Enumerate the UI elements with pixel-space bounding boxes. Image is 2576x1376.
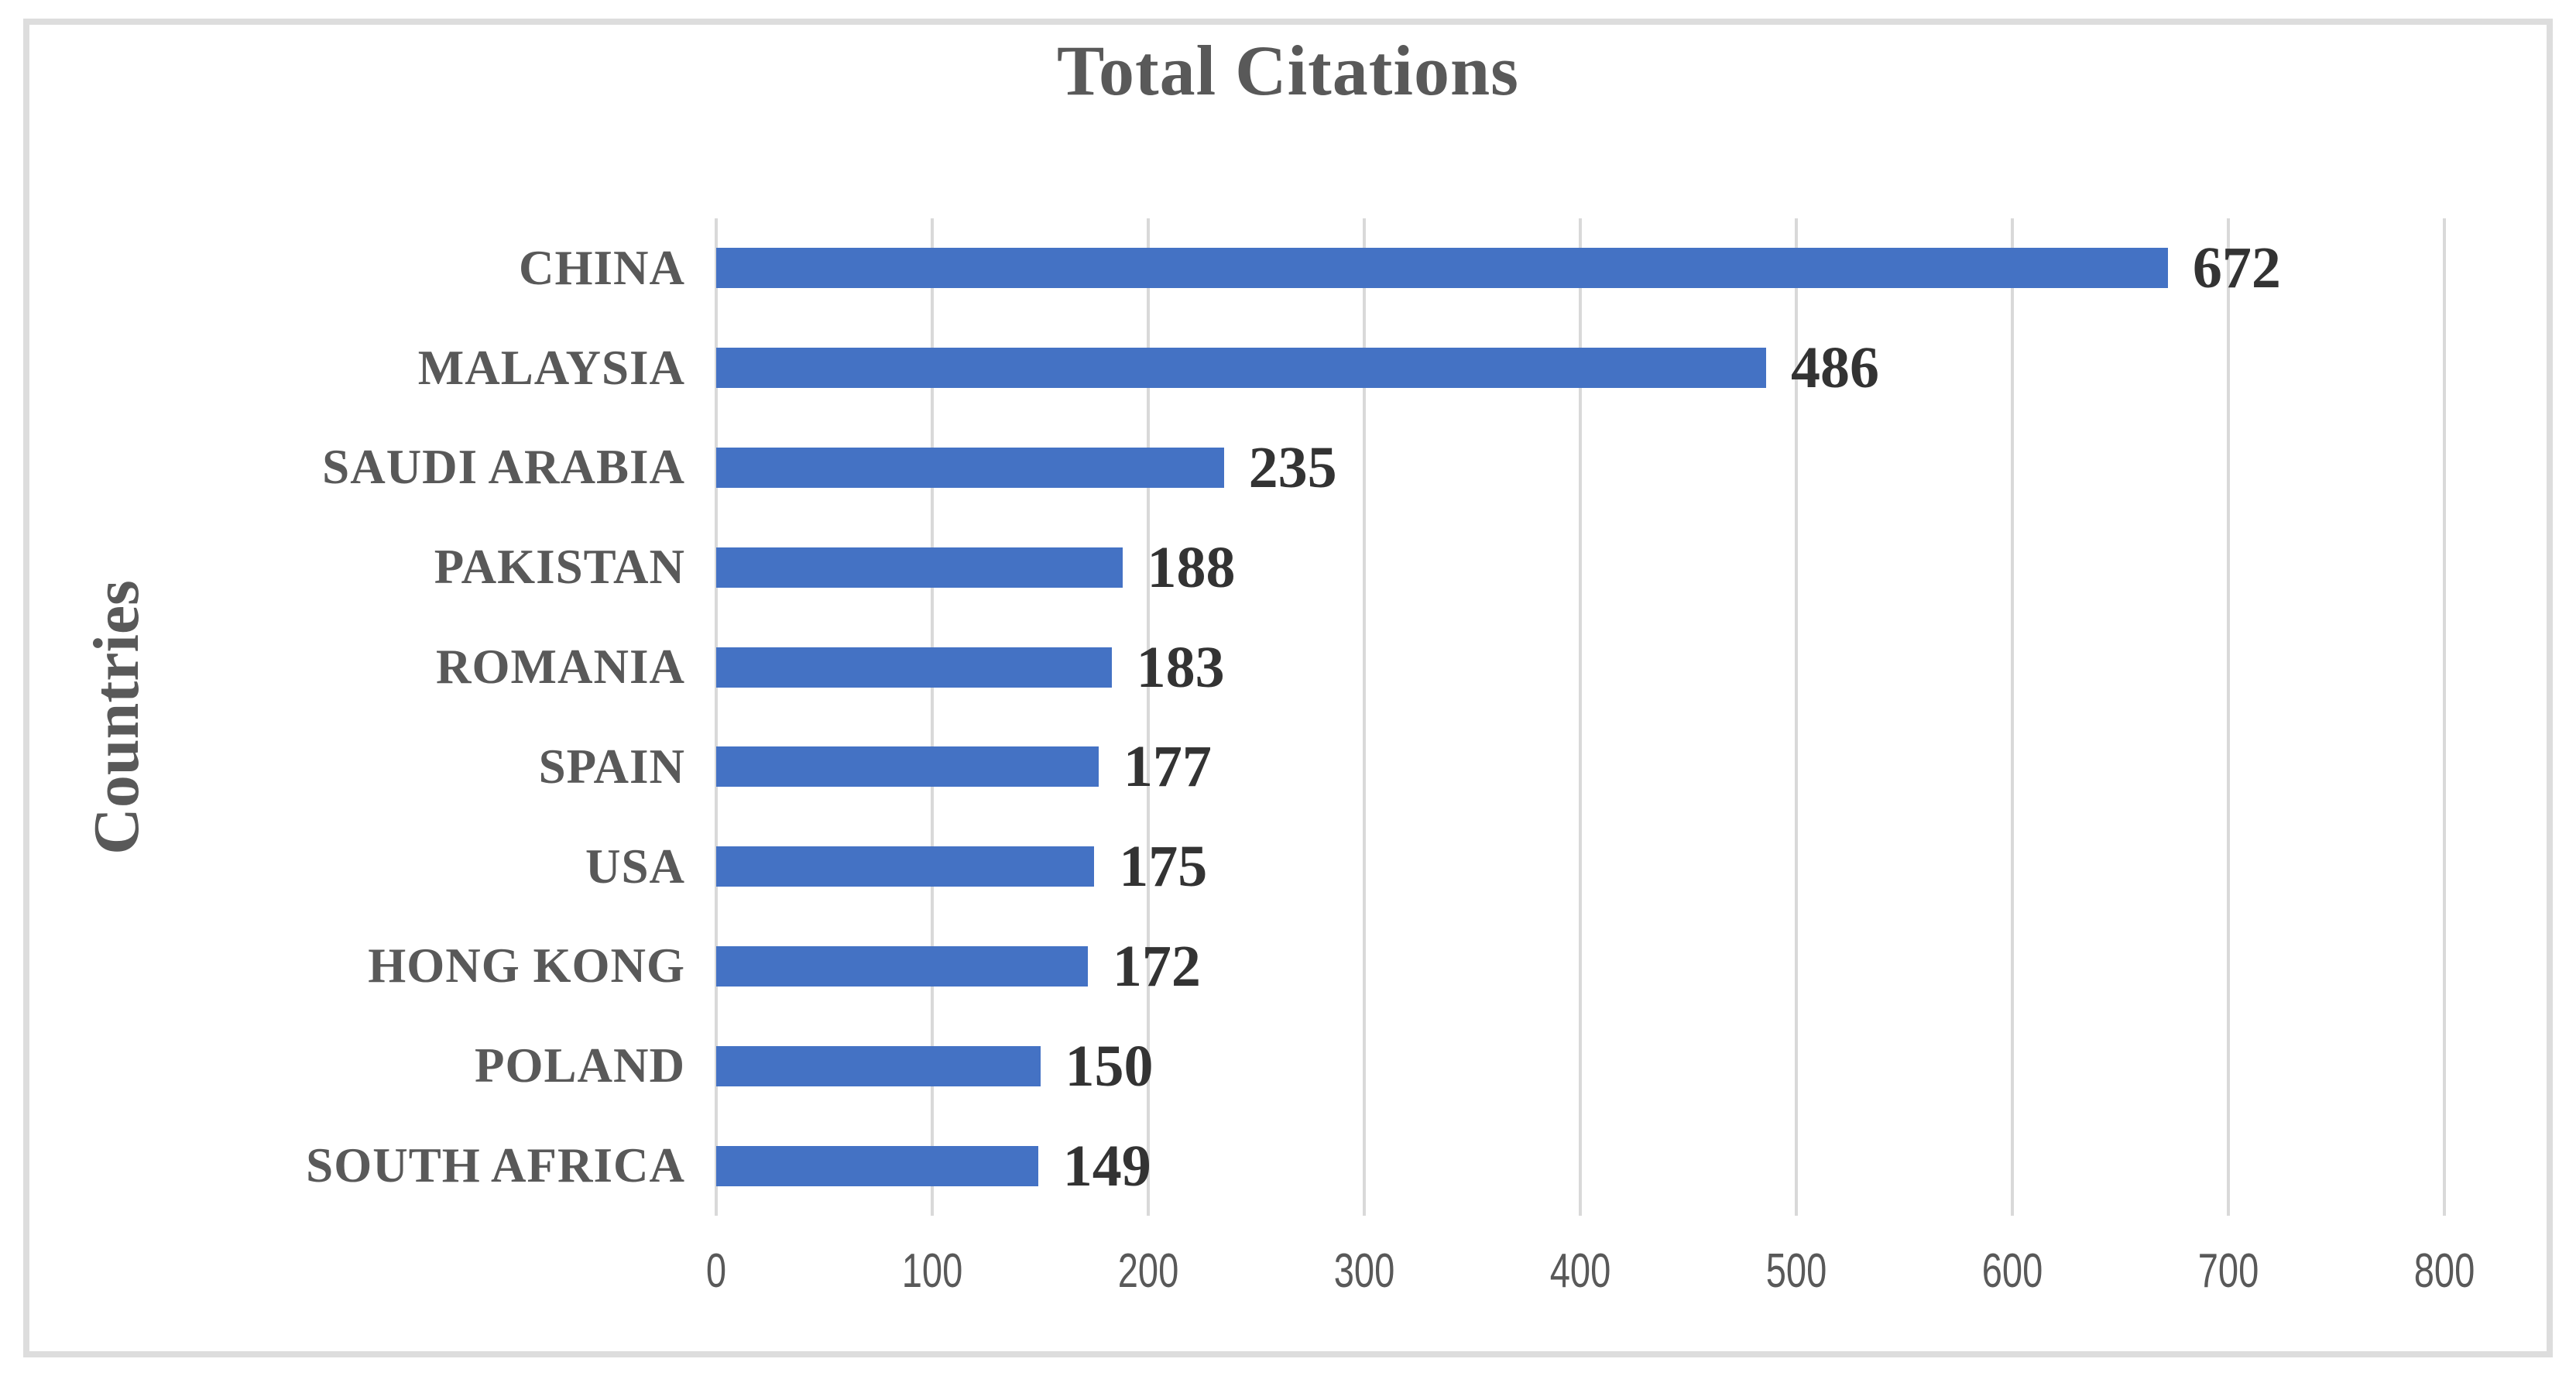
bar-row-poland: 150	[716, 1016, 2444, 1116]
gridline-700	[2227, 218, 2230, 1216]
bar-spain	[716, 746, 1099, 788]
gridline-300	[1363, 218, 1366, 1216]
category-labels: CHINA MALAYSIA SAUDI ARABIA PAKISTAN ROMANIA…	[108, 218, 685, 1216]
value-label-spain: 177	[1123, 734, 1212, 800]
category-label-spain: SPAIN	[538, 739, 685, 794]
bar-row-south-africa: 149	[716, 1116, 2444, 1216]
bar-row-pakistan: 188	[716, 517, 2444, 617]
bar-poland	[716, 1045, 1041, 1086]
chart-title: Total Citations	[1057, 31, 1519, 110]
bar-saudi-arabia	[716, 447, 1224, 488]
bar-row-china: 672	[716, 218, 2444, 318]
bar-row-malaysia: 486	[716, 318, 2444, 418]
gridline-200	[1147, 218, 1150, 1216]
bar-romania	[716, 647, 1112, 688]
x-tick-label-700: 700	[2197, 1244, 2259, 1298]
bar-usa	[716, 846, 1095, 887]
gridline-400	[1579, 218, 1582, 1216]
bar-malaysia	[716, 348, 1766, 389]
bar-pakistan	[716, 547, 1123, 588]
x-tick-label-500: 500	[1765, 1244, 1827, 1298]
chart-frame	[23, 19, 2553, 1357]
category-label-romania: ROMANIA	[436, 640, 685, 695]
category-label-pakistan: PAKISTAN	[434, 540, 685, 595]
bar-hong-kong	[716, 945, 1088, 987]
bar-row-saudi-arabia: 235	[716, 418, 2444, 518]
category-label-china: CHINA	[518, 240, 685, 295]
value-label-malaysia: 486	[1790, 335, 1879, 401]
category-label-saudi-arabia: SAUDI ARABIA	[322, 440, 685, 495]
x-tick-label-600: 600	[1981, 1244, 2043, 1298]
category-label-usa: USA	[585, 839, 685, 894]
value-label-hong-kong: 172	[1112, 933, 1201, 999]
x-tick-label-200: 200	[1117, 1244, 1179, 1298]
category-label-malaysia: MALAYSIA	[417, 340, 685, 395]
value-label-saudi-arabia: 235	[1248, 434, 1337, 500]
bar-rows: 672 486 235 188 183 177 175 172 150 149	[716, 218, 2444, 1216]
category-label-south-africa: SOUTH AFRICA	[306, 1138, 685, 1193]
value-label-romania: 183	[1136, 634, 1225, 700]
x-axis-ticks: 0 100 200 300 400 500 600 700 800	[706, 1244, 2475, 1315]
category-label-hong-kong: HONG KONG	[368, 938, 685, 993]
gridline-0	[715, 218, 718, 1216]
bar-south-africa	[716, 1145, 1038, 1186]
gridline-500	[1795, 218, 1798, 1216]
x-tick-label-100: 100	[901, 1244, 963, 1298]
value-label-pakistan: 188	[1147, 534, 1236, 600]
x-tick-label-0: 0	[705, 1244, 727, 1298]
x-tick-label-800: 800	[2413, 1244, 2475, 1298]
x-tick-label-400: 400	[1549, 1244, 1611, 1298]
value-label-usa: 175	[1119, 834, 1208, 900]
bar-china	[716, 248, 2168, 289]
value-label-china: 672	[2192, 235, 2281, 301]
value-label-south-africa: 149	[1062, 1133, 1151, 1199]
bar-row-usa: 175	[716, 817, 2444, 917]
bar-row-spain: 177	[716, 717, 2444, 817]
plot-area: 672 486 235 188 183 177 175 172 150 149	[715, 218, 2446, 1216]
gridline-100	[931, 218, 934, 1216]
gridline-600	[2011, 218, 2014, 1216]
bar-row-hong-kong: 172	[716, 917, 2444, 1017]
x-tick-label-300: 300	[1333, 1244, 1395, 1298]
category-label-poland: POLAND	[475, 1038, 685, 1093]
bar-row-romania: 183	[716, 617, 2444, 717]
gridline-800	[2443, 218, 2446, 1216]
value-label-poland: 150	[1065, 1033, 1154, 1099]
